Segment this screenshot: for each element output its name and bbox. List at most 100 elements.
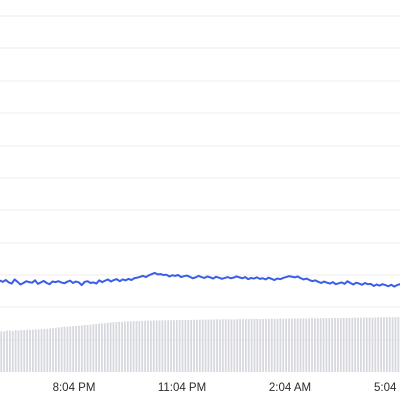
- volume-bar: [331, 318, 333, 372]
- volume-bar: [162, 320, 164, 372]
- volume-bar: [84, 325, 86, 372]
- volume-bar: [52, 328, 54, 372]
- volume-bar: [185, 320, 187, 372]
- volume-bar: [81, 325, 83, 372]
- volume-bar: [213, 319, 215, 372]
- volume-bar: [130, 321, 132, 372]
- volume-bar: [349, 318, 351, 372]
- volume-bar: [380, 317, 382, 372]
- volume-bar: [187, 320, 189, 372]
- volume-bar: [392, 317, 394, 372]
- volume-bar: [291, 319, 293, 372]
- volume-bar: [113, 322, 115, 372]
- volume-bars: [0, 317, 399, 372]
- volume-bar: [377, 317, 379, 372]
- volume-bar: [277, 319, 279, 372]
- volume-bar: [136, 321, 138, 372]
- volume-bar: [138, 321, 140, 372]
- volume-bar: [251, 319, 253, 372]
- volume-bar: [156, 321, 158, 372]
- volume-bar: [6, 331, 8, 372]
- volume-bar: [300, 318, 302, 372]
- volume-bar: [41, 329, 43, 372]
- volume-bar: [20, 330, 22, 372]
- volume-bar: [216, 319, 218, 372]
- volume-bar: [288, 319, 290, 372]
- volume-bar: [228, 319, 230, 372]
- volume-bar: [265, 319, 267, 372]
- volume-bar: [334, 318, 336, 372]
- volume-bar: [196, 320, 198, 372]
- volume-bar: [303, 318, 305, 372]
- volume-bar: [374, 317, 376, 372]
- volume-bar: [95, 324, 97, 372]
- volume-bar: [72, 326, 74, 372]
- volume-bar: [354, 318, 356, 372]
- volume-bar: [182, 320, 184, 372]
- volume-bar: [78, 326, 80, 372]
- volume-bar: [274, 319, 276, 372]
- volume-bar: [231, 319, 233, 372]
- volume-bar: [389, 317, 391, 372]
- volume-bar: [55, 328, 57, 372]
- x-tick-label: 11:04 PM: [158, 382, 206, 394]
- volume-bar: [386, 317, 388, 372]
- volume-bar: [245, 319, 247, 372]
- volume-bar: [219, 319, 221, 372]
- volume-bar: [46, 329, 48, 372]
- volume-bar: [363, 318, 365, 372]
- volume-bar: [297, 318, 299, 372]
- volume-bar: [205, 320, 207, 372]
- x-tick-label: 5:04: [374, 382, 397, 394]
- volume-bar: [305, 318, 307, 372]
- volume-bar: [121, 322, 123, 372]
- volume-bar: [254, 319, 256, 372]
- volume-bar: [110, 322, 112, 372]
- volume-bar: [150, 321, 152, 372]
- volume-bar: [107, 323, 109, 372]
- volume-bar: [18, 331, 20, 372]
- volume-bar: [242, 319, 244, 372]
- volume-bar: [357, 318, 359, 372]
- volume-bar: [323, 318, 325, 372]
- volume-bar: [326, 318, 328, 372]
- volume-bar: [15, 330, 17, 372]
- grid-lines: [0, 16, 400, 340]
- volume-bar: [236, 319, 238, 372]
- volume-bar: [67, 327, 69, 372]
- volume-bar: [49, 328, 51, 372]
- volume-bar: [233, 319, 235, 372]
- volume-bar: [69, 326, 71, 372]
- volume-bar: [268, 319, 270, 372]
- volume-bar: [320, 318, 322, 372]
- volume-bar: [118, 322, 120, 372]
- volume-bar: [61, 327, 63, 372]
- volume-bar: [328, 318, 330, 372]
- volume-bar: [395, 317, 397, 372]
- volume-bar: [308, 318, 310, 372]
- volume-bar: [259, 319, 261, 372]
- volume-bar: [3, 331, 5, 372]
- volume-bar: [167, 320, 169, 372]
- volume-bar: [124, 322, 126, 372]
- volume-bar: [369, 318, 371, 372]
- x-tick-label: 2:04 AM: [269, 382, 311, 394]
- volume-bar: [35, 329, 37, 372]
- volume-bar: [199, 320, 201, 372]
- volume-bar: [75, 326, 77, 372]
- volume-bar: [366, 318, 368, 372]
- volume-bar: [32, 330, 34, 372]
- volume-bar: [144, 321, 146, 372]
- volume-bar: [208, 320, 210, 372]
- volume-bar: [202, 320, 204, 372]
- volume-bar: [23, 330, 25, 372]
- volume-bar: [210, 319, 212, 372]
- volume-bar: [176, 320, 178, 372]
- volume-bar: [294, 318, 296, 372]
- volume-bar: [248, 319, 250, 372]
- volume-bar: [64, 327, 66, 372]
- volume-bar: [256, 319, 258, 372]
- volume-bar: [147, 321, 149, 372]
